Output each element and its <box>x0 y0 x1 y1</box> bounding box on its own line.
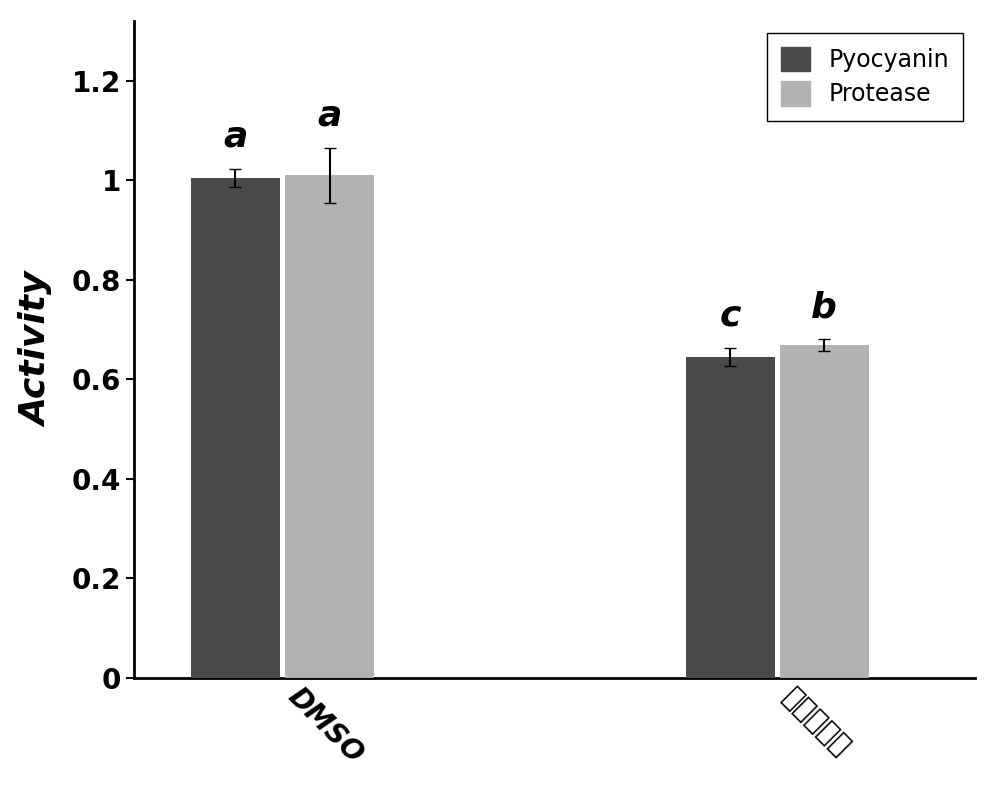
Text: a: a <box>318 99 342 133</box>
Bar <box>685 357 775 678</box>
Text: c: c <box>719 299 741 333</box>
Legend: Pyocyanin, Protease: Pyocyanin, Protease <box>767 32 963 121</box>
Y-axis label: Activity: Activity <box>21 272 55 427</box>
Text: a: a <box>223 120 248 154</box>
Bar <box>780 345 869 678</box>
Bar <box>285 175 374 678</box>
Text: b: b <box>812 291 838 325</box>
Bar <box>191 178 280 678</box>
